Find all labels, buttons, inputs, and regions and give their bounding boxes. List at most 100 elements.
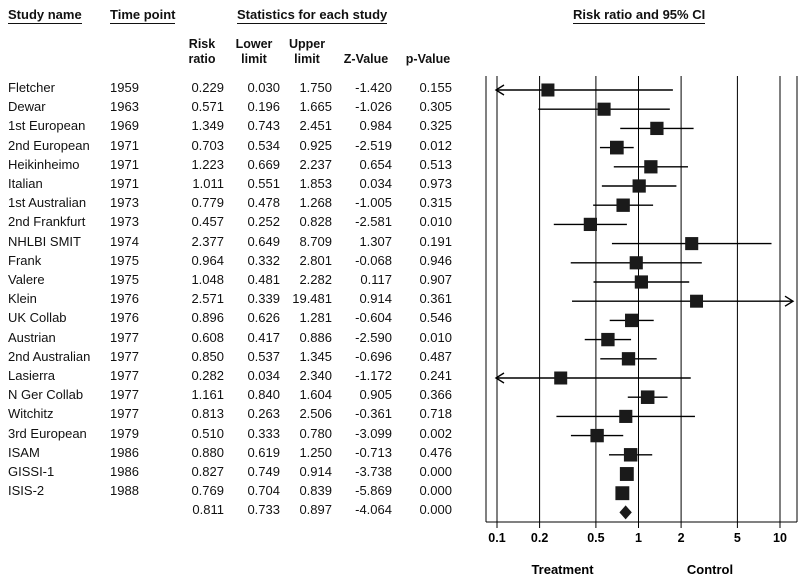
study-name-cell: UK Collab bbox=[8, 310, 67, 326]
risk-ratio-ci-header: Risk ratio and 95% CI bbox=[573, 7, 706, 24]
point-estimate-square bbox=[619, 467, 634, 481]
z-value-cell: -0.696 bbox=[355, 348, 392, 364]
table-row: ISIS-2 1988 0.769 0.704 0.839 -5.869 0.000 bbox=[0, 483, 480, 502]
p-value-cell: 0.010 bbox=[419, 214, 452, 230]
study-name-cell: Klein bbox=[8, 291, 37, 307]
lower-limit-cell: 0.551 bbox=[247, 176, 280, 191]
lower-limit-header-line2: limit bbox=[241, 52, 267, 66]
study-name-cell: Witchitz bbox=[8, 406, 54, 422]
point-estimate-square bbox=[610, 140, 624, 155]
upper-limit-cell: 1.853 bbox=[299, 176, 332, 191]
study-name-cell: 2nd Frankfurt bbox=[8, 214, 86, 230]
summary-row: 0.811 0.733 0.897 -4.064 0.000 bbox=[0, 502, 480, 521]
time-point-cell: 1975 bbox=[110, 272, 139, 287]
risk-ratio-cell: 0.850 bbox=[191, 348, 224, 364]
lower-limit-cell: 0.034 bbox=[247, 368, 280, 383]
study-statistics-table: Fletcher 1959 0.229 0.030 1.750 -1.420 0.155 De… bbox=[0, 80, 480, 521]
study-name-cell: Dewar bbox=[8, 99, 46, 115]
z-value-cell: 0.117 bbox=[360, 272, 392, 287]
table-row: 1st Australian 1973 0.779 0.478 1.268 -1.005 0… bbox=[0, 195, 480, 214]
risk-ratio-column-header: Risk ratio bbox=[180, 37, 224, 67]
lower-limit-cell: 0.252 bbox=[247, 214, 280, 230]
z-value-cell: 0.914 bbox=[359, 291, 392, 307]
time-point-cell: 1986 bbox=[110, 464, 139, 479]
time-point-cell: 1979 bbox=[110, 425, 139, 441]
p-value-cell: 0.546 bbox=[419, 310, 452, 326]
x-tick-label: 5 bbox=[734, 531, 741, 545]
risk-ratio-cell: 0.779 bbox=[191, 195, 224, 211]
time-point-cell: 1977 bbox=[110, 329, 139, 345]
upper-limit-cell: 0.897 bbox=[299, 502, 332, 518]
risk-ratio-cell: 0.769 bbox=[191, 483, 224, 499]
x-tick-label: 0.2 bbox=[531, 531, 548, 545]
risk-ratio-header-line1: Risk bbox=[188, 37, 216, 51]
time-point-cell: 1963 bbox=[110, 99, 139, 115]
point-estimate-square bbox=[650, 121, 664, 136]
study-name-cell: NHLBI SMIT bbox=[8, 233, 81, 249]
upper-limit-header-line2: limit bbox=[294, 52, 320, 66]
table-row: Valere 1975 1.048 0.481 2.282 0.117 0.907 bbox=[0, 272, 480, 291]
table-row: 2nd Australian 1977 0.850 0.537 1.345 -0.696 0… bbox=[0, 349, 480, 368]
table-row: GISSI-1 1986 0.827 0.749 0.914 -3.738 0.000 bbox=[0, 464, 480, 483]
table-row: ISAM 1986 0.880 0.619 1.250 -0.713 0.476 bbox=[0, 445, 480, 464]
table-row: Lasierra 1977 0.282 0.034 2.340 -1.172 0.241 bbox=[0, 368, 480, 387]
z-value-cell: -3.099 bbox=[355, 425, 392, 441]
point-estimate-square bbox=[629, 256, 643, 270]
lower-limit-cell: 0.333 bbox=[247, 425, 280, 441]
ci-arrow-left bbox=[494, 84, 505, 96]
p-value-cell: 0.946 bbox=[419, 252, 452, 268]
upper-limit-cell: 0.780 bbox=[299, 425, 332, 441]
table-row: Fletcher 1959 0.229 0.030 1.750 -1.420 0.155 bbox=[0, 80, 480, 99]
lower-limit-cell: 0.263 bbox=[247, 406, 280, 422]
study-name-cell: GISSI-1 bbox=[8, 464, 55, 479]
table-row: Klein 1976 2.571 0.339 19.481 0.914 0.361 bbox=[0, 291, 480, 310]
study-name-cell: Heikinheimo bbox=[8, 156, 80, 172]
risk-ratio-cell: 0.282 bbox=[191, 368, 224, 383]
upper-limit-cell: 2.237 bbox=[299, 156, 332, 172]
table-row: Austrian 1977 0.608 0.417 0.886 -2.590 0.010 bbox=[0, 330, 480, 349]
table-row: NHLBI SMIT 1974 2.377 0.649 8.709 1.307 0.191 bbox=[0, 234, 480, 253]
study-name-cell: 1st European bbox=[8, 118, 86, 134]
risk-ratio-cell: 0.457 bbox=[191, 214, 224, 230]
z-value-cell: 0.654 bbox=[359, 156, 392, 172]
time-point-cell: 1959 bbox=[110, 80, 139, 95]
z-value-cell: -2.590 bbox=[355, 329, 392, 345]
point-estimate-square bbox=[583, 217, 597, 232]
z-value-cell: -2.581 bbox=[355, 214, 392, 230]
point-estimate-square bbox=[632, 179, 646, 193]
point-estimate-square bbox=[644, 160, 658, 174]
x-tick-label: 10 bbox=[773, 531, 787, 545]
p-value-cell: 0.155 bbox=[419, 80, 452, 95]
time-point-header: Time point bbox=[110, 7, 176, 24]
z-value-cell: -1.420 bbox=[355, 80, 392, 95]
point-estimate-square bbox=[615, 486, 630, 501]
lower-limit-cell: 0.743 bbox=[247, 118, 280, 134]
risk-ratio-cell: 1.048 bbox=[191, 272, 224, 287]
point-estimate-square bbox=[623, 448, 638, 462]
time-point-cell: 1986 bbox=[110, 444, 139, 460]
point-estimate-square bbox=[597, 102, 611, 116]
z-value-cell: -1.172 bbox=[355, 368, 392, 383]
lower-limit-cell: 0.626 bbox=[247, 310, 280, 326]
table-row: UK Collab 1976 0.896 0.626 1.281 -0.604 0.546 bbox=[0, 310, 480, 329]
lower-limit-cell: 0.619 bbox=[247, 444, 280, 460]
point-estimate-square bbox=[554, 371, 568, 385]
p-value-cell: 0.325 bbox=[419, 118, 452, 134]
x-tick-label: 0.5 bbox=[587, 531, 604, 545]
table-row: N Ger Collab 1977 1.161 0.840 1.604 0.905 0.36… bbox=[0, 387, 480, 406]
table-row: Heikinheimo 1971 1.223 0.669 2.237 0.654 0.513 bbox=[0, 157, 480, 176]
risk-ratio-cell: 0.964 bbox=[191, 252, 224, 268]
upper-limit-cell: 0.914 bbox=[299, 464, 332, 479]
study-name-cell: 2nd Australian bbox=[8, 348, 91, 364]
upper-limit-cell: 1.268 bbox=[299, 195, 332, 211]
p-value-cell: 0.305 bbox=[419, 99, 452, 115]
point-estimate-square bbox=[621, 352, 636, 366]
control-label: Control bbox=[687, 562, 733, 577]
study-name-cell: ISIS-2 bbox=[8, 483, 45, 499]
p-value-cell: 0.718 bbox=[419, 406, 452, 422]
z-value-cell: -1.005 bbox=[355, 195, 392, 211]
p-value-cell: 0.513 bbox=[419, 156, 452, 172]
lower-limit-column-header: Lower limit bbox=[230, 37, 278, 67]
table-row: Italian 1971 1.011 0.551 1.853 0.034 0.973 bbox=[0, 176, 480, 195]
upper-limit-cell: 8.709 bbox=[299, 233, 332, 249]
